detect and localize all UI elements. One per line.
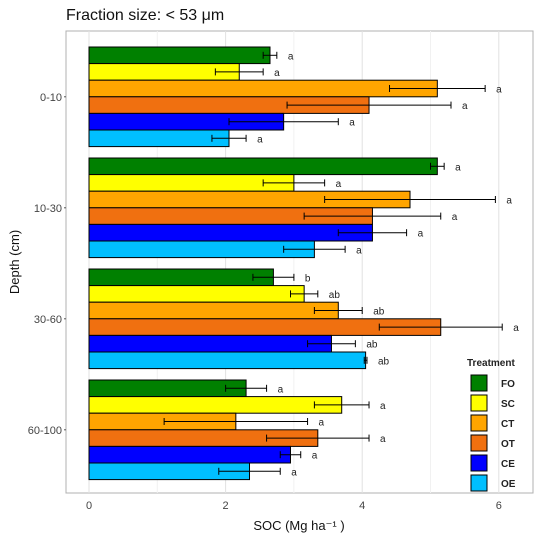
significance-letter: a	[380, 434, 386, 445]
legend-label-OE: OE	[501, 479, 516, 490]
significance-letter: a	[336, 179, 342, 190]
significance-letter: a	[257, 134, 263, 145]
bar-SC-60-100	[88, 396, 343, 414]
y-tick-label: 30-60	[34, 314, 62, 326]
bar-OE-0-10	[88, 129, 230, 148]
y-tick-label: 0-10	[40, 92, 62, 104]
significance-letter: a	[380, 401, 386, 412]
significance-letter: a	[462, 101, 468, 112]
x-tick-label: 0	[86, 500, 92, 512]
significance-letter: a	[496, 85, 502, 96]
significance-letter: a	[319, 418, 325, 429]
y-tick-label: 60-100	[28, 425, 62, 437]
bar-FO-60-100	[88, 379, 247, 398]
bar-CE-10-30	[88, 223, 373, 242]
x-tick-label: 4	[359, 500, 365, 512]
significance-letter: a	[455, 162, 461, 173]
axis-ticks: 0 2 4 6 0-10 10-30 30-60 60-100	[28, 92, 502, 512]
bar-CT-30-60	[88, 301, 339, 320]
legend-swatch-SC	[470, 394, 488, 412]
legend-swatch-FO	[470, 374, 488, 392]
legend-label-FO: FO	[501, 379, 515, 390]
bar-marks	[88, 46, 442, 481]
significance-letter: ab	[378, 356, 390, 367]
legend-label-SC: SC	[501, 399, 515, 410]
x-tick-label: 6	[496, 500, 502, 512]
bar-FO-10-30	[88, 157, 438, 176]
significance-letter: ab	[329, 290, 341, 301]
bar-FO-30-60	[88, 268, 274, 287]
error-bars	[163, 51, 503, 475]
chart-title: Fraction size: < 53 μm	[66, 7, 224, 24]
significance-letter: a	[278, 384, 284, 395]
significance-letter: a	[288, 51, 294, 62]
significance-letter: a	[513, 323, 519, 334]
x-tick-label: 2	[223, 500, 229, 512]
significance-letter: a	[312, 451, 318, 462]
bar-OE-30-60	[88, 351, 367, 370]
legend-label-CE: CE	[501, 459, 515, 470]
bar-CE-30-60	[88, 334, 332, 353]
significance-letter: a	[356, 245, 362, 256]
bar-CT-0-10	[88, 79, 438, 98]
legend-label-CT: CT	[501, 419, 514, 430]
significance-letter: a	[291, 467, 297, 478]
significance-letter: a	[274, 68, 280, 79]
y-tick-label: 10-30	[34, 203, 62, 215]
significance-letter: ab	[366, 340, 378, 351]
legend-swatch-CE	[470, 454, 488, 472]
legend-swatch-OE	[470, 474, 488, 492]
bar-FO-0-10	[88, 46, 271, 65]
significance-letter: ab	[373, 307, 385, 318]
significance-letter: a	[418, 229, 424, 240]
significance-letter: a	[506, 196, 512, 207]
legend-title: Treatment	[467, 358, 515, 369]
bar-OE-10-30	[88, 240, 315, 259]
legend: Treatment FO SC CT OT CE OE	[467, 358, 516, 492]
significance-letter: b	[305, 273, 311, 284]
bar-CE-60-100	[88, 445, 291, 464]
legend-swatch-CT	[470, 414, 488, 432]
significance-letter: a	[452, 212, 458, 223]
legend-label-OT: OT	[501, 439, 515, 450]
x-axis-title: SOC (Mg ha⁻¹ )	[253, 518, 344, 533]
legend-swatch-OT	[470, 434, 488, 452]
significance-letter: a	[349, 118, 355, 129]
bar-SC-30-60	[88, 285, 305, 303]
y-axis-title: Depth (cm)	[7, 230, 22, 294]
